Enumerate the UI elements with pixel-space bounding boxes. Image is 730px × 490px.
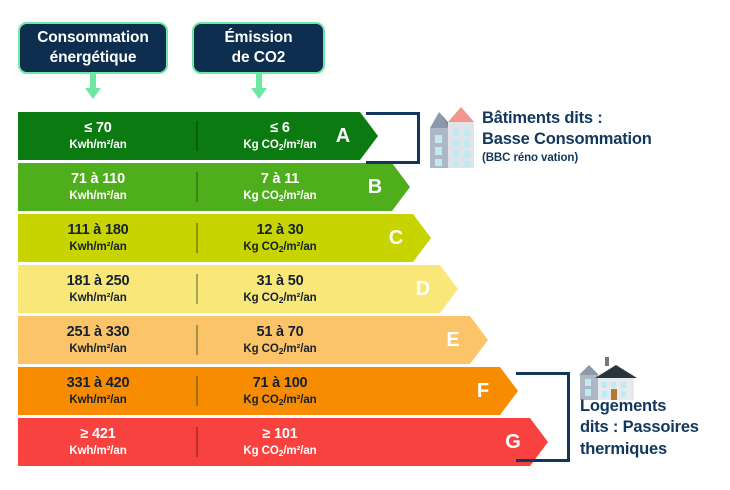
rating-arrow-tip-G [530, 418, 548, 466]
rating-row-F: 331 à 420 Kwh/m²/an 71 à 100 Kg CO2/m²/an F [18, 367, 518, 415]
rating-arrow-tip-F [500, 367, 518, 415]
header-emission-line2: de CO2 [231, 49, 286, 66]
annotation-passoires-line1: Logements [580, 397, 667, 415]
annotation-passoires: Logements dits : Passoires thermiques [580, 396, 730, 460]
apartment-building-icon [428, 102, 476, 170]
rating-letter-A: A [335, 124, 351, 147]
rating-band-G [18, 418, 530, 466]
rating-letter-E: E [446, 328, 460, 351]
house-icon [578, 356, 640, 402]
header-consumption-line2: énergétique [49, 49, 137, 66]
rating-arrow-tip-D [440, 265, 458, 313]
rating-row-B: 71 à 110 Kwh/m²/an 7 à 11 Kg CO2/m²/an B [18, 163, 410, 211]
rating-arrow-tip-C [413, 214, 431, 262]
rating-letter-C: C [388, 226, 404, 249]
rating-row-E: 251 à 330 Kwh/m²/an 51 à 70 Kg CO2/m²/an E [18, 316, 488, 364]
rating-band-C [18, 214, 413, 262]
header-emission-line1: Émission [224, 29, 293, 47]
column-divider-B [196, 172, 198, 202]
annotation-bbc-sub: (BBC réno vation) [482, 152, 579, 165]
annotation-passoires-line3: thermiques [580, 439, 667, 458]
rating-row-A: ≤ 70 Kwh/m²/an ≤ 6 Kg CO2/m²/an A [18, 112, 378, 160]
annotation-passoires-line2: dits : Passoires [580, 418, 699, 437]
column-divider-G [196, 427, 198, 457]
rating-letter-D: D [415, 277, 431, 300]
bracket-passoires [516, 372, 572, 462]
rating-letter-G: G [505, 430, 521, 453]
column-divider-C [196, 223, 198, 253]
header-consumption: Consommation énergétique [18, 22, 168, 74]
rating-arrow-tip-E [470, 316, 488, 364]
rating-band-E [18, 316, 470, 364]
rating-band-D [18, 265, 440, 313]
header-consumption-line1: Consommation [37, 29, 149, 47]
rating-row-G: ≥ 421 Kwh/m²/an ≥ 101 Kg CO2/m²/an G [18, 418, 548, 466]
rating-band-F [18, 367, 500, 415]
down-arrow-icon-consumption [85, 74, 101, 100]
rating-band-B [18, 163, 392, 211]
rating-row-C: 111 à 180 Kwh/m²/an 12 à 30 Kg CO2/m²/an C [18, 214, 431, 262]
column-divider-F [196, 376, 198, 406]
column-divider-A [196, 121, 198, 151]
rating-letter-F: F [476, 379, 490, 402]
rating-arrow-tip-B [392, 163, 410, 211]
annotation-bbc-line2: Basse Consommation [482, 130, 652, 149]
bracket-bbc [366, 112, 422, 164]
header-emission: Émission de CO2 [192, 22, 325, 74]
down-arrow-icon-emission [251, 74, 267, 100]
rating-band-A [18, 112, 360, 160]
annotation-bbc: Bâtiments dits : Basse Consommation (BBC… [482, 108, 726, 164]
column-divider-D [196, 274, 198, 304]
annotation-bbc-line1: Bâtiments dits : [482, 109, 603, 127]
rating-letter-B: B [367, 175, 383, 198]
column-divider-E [196, 325, 198, 355]
rating-arrow-tip-A [360, 112, 378, 160]
rating-row-D: 181 à 250 Kwh/m²/an 31 à 50 Kg CO2/m²/an D [18, 265, 458, 313]
